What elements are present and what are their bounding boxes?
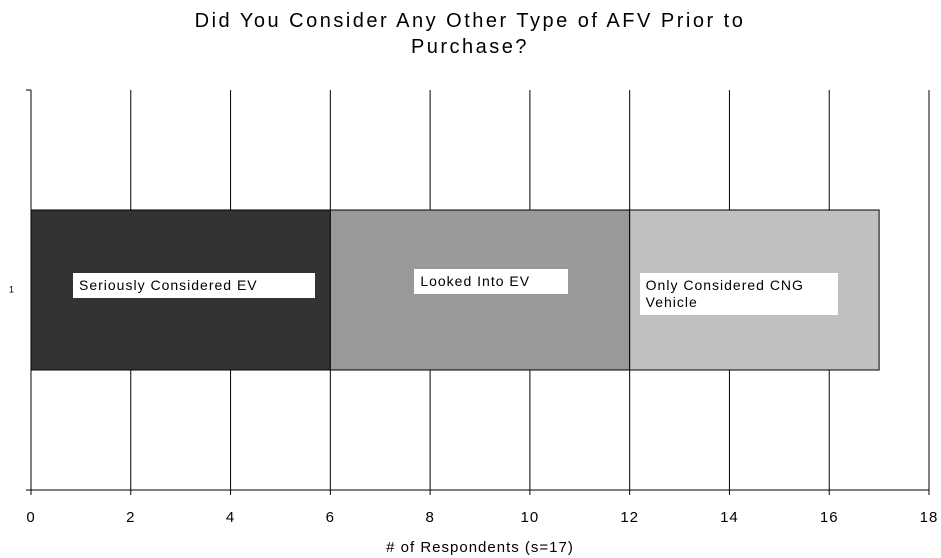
x-tick-label: 16 — [820, 509, 839, 526]
chart-title: Did You Consider Any Other Type of AFV P… — [194, 10, 746, 58]
x-tick-label: 8 — [425, 509, 434, 526]
x-tick-label: 6 — [326, 509, 335, 526]
segment-label: Only Considered CNG Vehicle — [639, 273, 838, 315]
segment-label: Looked Into EV — [414, 269, 569, 294]
x-tick-label: 18 — [920, 509, 939, 526]
segment-label: Seriously Considered EV — [73, 273, 315, 298]
x-axis-label: # of Respondents (s=17) — [386, 539, 574, 556]
x-tick-label: 14 — [720, 509, 739, 526]
x-tick-label: 2 — [126, 509, 135, 526]
x-tick-label: 4 — [226, 509, 235, 526]
y-tick-label: 1 — [9, 284, 15, 294]
x-tick-label: 12 — [620, 509, 639, 526]
x-tick-label: 10 — [521, 509, 540, 526]
x-tick-label: 0 — [26, 509, 35, 526]
